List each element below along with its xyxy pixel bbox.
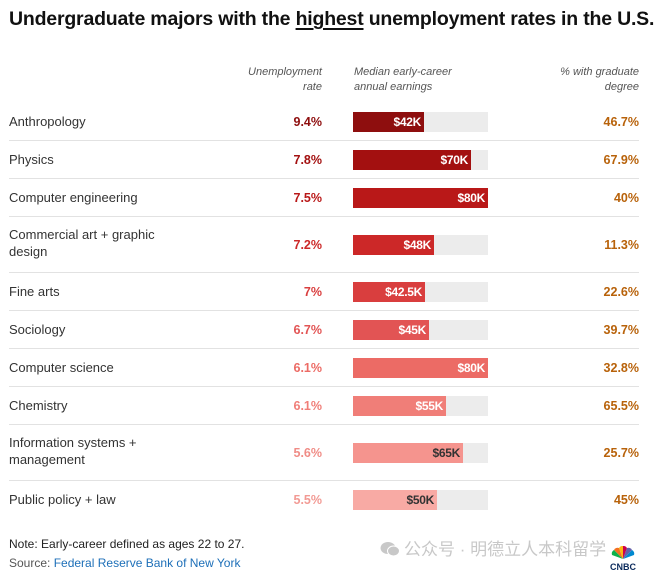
column-header-earnings: Median early-career annual earnings	[354, 65, 514, 95]
earnings-label: $65K	[432, 445, 461, 460]
grad-degree-pct: 65.5%	[603, 398, 639, 413]
header-rate-line2: rate	[303, 81, 322, 93]
major-name: Computer science	[9, 360, 114, 375]
earnings-label: $55K	[415, 398, 444, 413]
watermark-text: 公众号 · 明德立人本科留学	[404, 540, 607, 559]
unemployment-rate: 6.1%	[293, 360, 323, 375]
watermark: 公众号 · 明德立人本科留学	[380, 535, 606, 560]
earnings-bar-track: $80K	[353, 357, 488, 378]
table-row: Computer engineering 7.5% $80K 40%	[9, 179, 639, 217]
earnings-bar: $65K	[353, 442, 463, 463]
earnings-bar: $55K	[353, 395, 446, 416]
earnings-bar: $42K	[353, 111, 424, 132]
cnbc-logo-icon: CNBC	[610, 546, 636, 572]
unemployment-rate: 5.5%	[293, 492, 323, 507]
earnings-bar-track: $70K	[353, 149, 488, 170]
grad-degree-pct: 11.3%	[604, 237, 639, 252]
table-row: Commercial art + graphic design 7.2% $48K 1…	[9, 217, 639, 273]
earnings-label: $48K	[403, 237, 432, 252]
unemployment-rate: 7.8%	[293, 152, 323, 167]
title-text-end: unemployment rates in the U.S.	[363, 8, 655, 30]
earnings-bar-track: $42.5K	[353, 281, 488, 302]
unemployment-rate: 5.6%	[293, 445, 323, 460]
grad-degree-pct: 39.7%	[603, 322, 639, 337]
major-name: Commercial art + graphic design	[9, 227, 155, 259]
grad-degree-pct: 46.7%	[603, 114, 639, 129]
title-emphasis: highest	[295, 8, 364, 30]
earnings-bar: $45K	[353, 319, 429, 340]
earnings-label: $80K	[457, 190, 486, 205]
grad-degree-pct: 22.6%	[603, 284, 639, 299]
earnings-bar: $80K	[353, 187, 488, 208]
header-rate-line1: Unemployment	[248, 66, 322, 78]
major-name: Physics	[9, 152, 54, 167]
earnings-bar-track: $65K	[353, 442, 488, 463]
table-row: Anthropology 9.4% $42K 46.7%	[9, 103, 639, 141]
header-grad-line2: degree	[604, 81, 639, 93]
table-row: Physics 7.8% $70K 67.9%	[9, 141, 639, 179]
unemployment-rate: 7%	[303, 284, 322, 299]
major-name: Chemistry	[9, 398, 68, 413]
earnings-bar-track: $45K	[353, 319, 488, 340]
table-row: Fine arts 7% $42.5K 22.6%	[9, 273, 639, 311]
grad-degree-pct: 45%	[613, 492, 639, 507]
source-link[interactable]: Federal Reserve Bank of New York	[53, 556, 241, 570]
chart-title: Undergraduate majors with the highest un…	[9, 8, 654, 31]
unemployment-rate: 6.7%	[293, 322, 323, 337]
earnings-label: $45K	[398, 322, 427, 337]
earnings-label: $80K	[457, 360, 486, 375]
earnings-bar-track: $42K	[353, 111, 488, 132]
grad-degree-pct: 25.7%	[603, 445, 639, 460]
earnings-label: $70K	[440, 152, 469, 167]
header-earnings-line2: annual earnings	[354, 81, 433, 93]
title-text: Undergraduate majors with the	[9, 8, 296, 30]
grad-degree-pct: 32.8%	[603, 360, 639, 375]
column-header-grad: % with graduate degree	[500, 65, 639, 95]
earnings-bar: $42.5K	[353, 281, 425, 302]
earnings-bar: $70K	[353, 149, 471, 170]
source-label: Source:	[9, 556, 54, 570]
major-name: Public policy + law	[9, 492, 116, 507]
unemployment-rate: 6.1%	[293, 398, 323, 413]
table-row: Information systems + management 5.6% $65K…	[9, 425, 639, 481]
column-header-rate: Unemployment rate	[200, 65, 322, 95]
unemployment-rate: 7.2%	[293, 237, 323, 252]
earnings-label: $42.5K	[385, 284, 422, 299]
majors-table: Anthropology 9.4% $42K 46.7% Physics 7.8% $70K…	[9, 103, 639, 518]
earnings-bar-track: $55K	[353, 395, 488, 416]
grad-degree-pct: 40%	[613, 190, 639, 205]
wechat-icon	[380, 542, 400, 557]
earnings-label: $50K	[406, 492, 435, 507]
earnings-bar: $80K	[353, 357, 488, 378]
unemployment-rate: 7.5%	[293, 190, 323, 205]
earnings-bar-track: $48K	[353, 234, 488, 255]
major-name: Anthropology	[9, 114, 86, 129]
major-name: Computer engineering	[9, 190, 138, 205]
unemployment-rate: 9.4%	[293, 114, 323, 129]
earnings-bar-track: $80K	[353, 187, 488, 208]
grad-degree-pct: 67.9%	[603, 152, 639, 167]
earnings-bar: $50K	[353, 489, 437, 510]
table-row: Public policy + law 5.5% $50K 45%	[9, 481, 639, 518]
table-row: Computer science 6.1% $80K 32.8%	[9, 349, 639, 387]
table-row: Chemistry 6.1% $55K 65.5%	[9, 387, 639, 425]
source-line: Source: Federal Reserve Bank of New York	[9, 556, 240, 570]
earnings-label: $42K	[393, 114, 422, 129]
earnings-bar-track: $50K	[353, 489, 488, 510]
header-earnings-line1: Median early-career	[354, 66, 452, 78]
cnbc-logo-text: CNBC	[610, 562, 636, 572]
footnote: Note: Early-career defined as ages 22 to…	[9, 537, 245, 551]
earnings-bar: $48K	[353, 234, 434, 255]
major-name: Sociology	[9, 322, 66, 337]
major-name: Fine arts	[9, 284, 60, 299]
major-name: Information systems + management	[9, 435, 137, 467]
table-row: Sociology 6.7% $45K 39.7%	[9, 311, 639, 349]
header-grad-line1: % with graduate	[560, 66, 639, 78]
